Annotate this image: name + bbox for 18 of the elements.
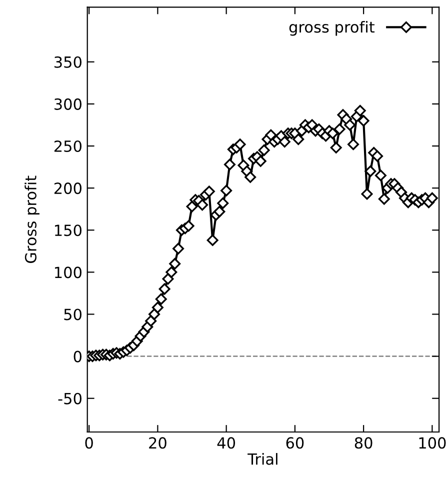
y-axis-title: Gross profit: [24, 176, 40, 263]
y-tick-label: 50: [64, 308, 82, 320]
x-axis-title: Trial: [248, 453, 278, 465]
x-tick-label: 80: [354, 437, 372, 449]
y-tick-label: 0: [74, 350, 82, 362]
x-tick-label: 100: [419, 437, 446, 449]
x-tick-label: 20: [149, 437, 166, 449]
legend-label: gross profit: [289, 20, 375, 36]
y-tick-label: -50: [58, 392, 82, 404]
y-tick-label: 200: [54, 182, 82, 194]
x-tick-label: 60: [286, 437, 304, 449]
y-tick-label: 100: [55, 266, 82, 278]
y-tick-label: 250: [54, 140, 82, 152]
x-tick-label: 40: [217, 437, 236, 449]
y-tick-label: 300: [54, 98, 82, 110]
x-tick-label: 0: [85, 437, 93, 449]
y-tick-label: 350: [54, 56, 82, 68]
y-tick-label: 150: [55, 224, 82, 236]
